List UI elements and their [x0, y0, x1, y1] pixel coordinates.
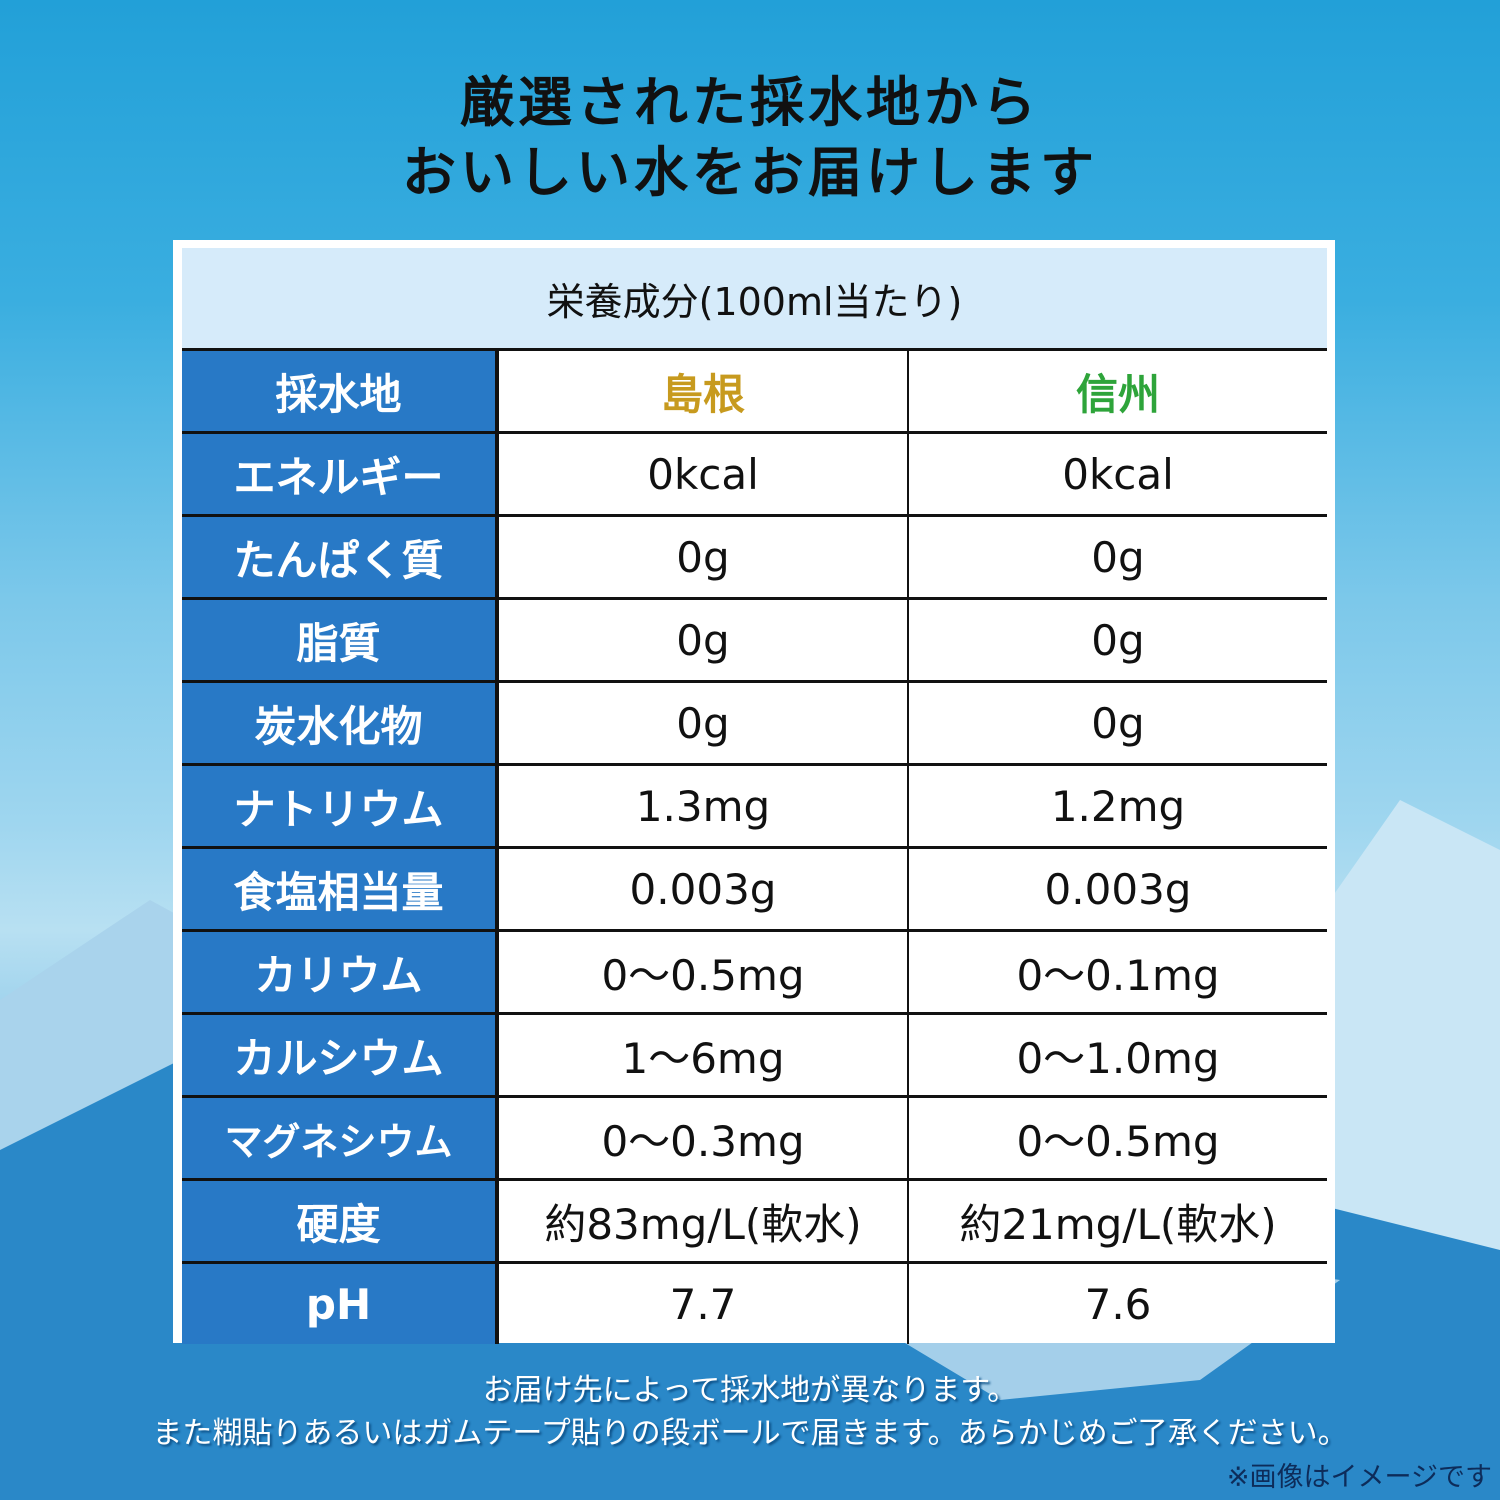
shimane-value: 0.003g: [497, 846, 909, 931]
nutrition-table-panel: 栄養成分(100ml当たり) 採水地 島根 信州 エネルギー 0kcal 0kcal…: [173, 240, 1335, 1344]
shinshu-value: 0〜0.1mg: [908, 929, 1327, 1014]
table-row: マグネシウム 0〜0.3mg 0〜0.5mg: [182, 1095, 1327, 1180]
shimane-value: 1〜6mg: [497, 1012, 909, 1097]
row-label: カリウム: [182, 929, 499, 1014]
table-header-row: 採水地 島根 信州: [182, 348, 1327, 433]
image-note: ※画像はイメージです: [1226, 1462, 1492, 1493]
table-row: 炭水化物 0g 0g: [182, 680, 1327, 765]
shinshu-value: 0g: [908, 680, 1327, 765]
row-label: 硬度: [182, 1178, 499, 1263]
table-row: カリウム 0〜0.5mg 0〜0.1mg: [182, 929, 1327, 1014]
shinshu-value: 0〜0.5mg: [908, 1095, 1327, 1180]
shimane-value: 0〜0.3mg: [497, 1095, 909, 1180]
row-label: 炭水化物: [182, 680, 499, 765]
table-row: pH 7.7 7.6: [182, 1261, 1327, 1344]
table-row: 食塩相当量 0.003g 0.003g: [182, 846, 1327, 931]
header-label: 採水地: [182, 348, 499, 433]
shinshu-value: 7.6: [908, 1261, 1327, 1344]
row-label: pH: [182, 1261, 499, 1344]
row-label: ナトリウム: [182, 763, 499, 848]
shimane-value: 7.7: [497, 1261, 909, 1344]
shimane-value: 1.3mg: [497, 763, 909, 848]
table-row: エネルギー 0kcal 0kcal: [182, 431, 1327, 516]
nutrition-table: 採水地 島根 信州 エネルギー 0kcal 0kcal たんぱく質 0g 0g 脂質 0g 0g…: [182, 348, 1327, 1344]
shinshu-value: 約21mg/L(軟水): [908, 1178, 1327, 1263]
shimane-value: 0kcal: [497, 431, 909, 516]
shinshu-value: 0g: [908, 514, 1327, 599]
shimane-value: 0〜0.5mg: [497, 929, 909, 1014]
shimane-value: 0g: [497, 597, 909, 682]
headline-line-2: おいしい水をお届けします: [402, 141, 1098, 204]
footer-line-1: お届け先によって採水地が異なります。: [482, 1373, 1018, 1408]
row-label: マグネシウム: [182, 1095, 499, 1180]
table-row: 脂質 0g 0g: [182, 597, 1327, 682]
table-row: 硬度 約83mg/L(軟水) 約21mg/L(軟水): [182, 1178, 1327, 1263]
shimane-value: 約83mg/L(軟水): [497, 1178, 909, 1263]
table-row: ナトリウム 1.3mg 1.2mg: [182, 763, 1327, 848]
shimane-value: 0g: [497, 680, 909, 765]
row-label: カルシウム: [182, 1012, 499, 1097]
header-shimane: 島根: [497, 348, 909, 433]
shimane-value: 0g: [497, 514, 909, 599]
row-label: 脂質: [182, 597, 499, 682]
shinshu-value: 1.2mg: [908, 763, 1327, 848]
row-label: エネルギー: [182, 431, 499, 516]
footer-line-2: また糊貼りあるいはガムテープ貼りの段ボールで届きます。あらかじめご了承ください。: [152, 1416, 1348, 1451]
row-label: 食塩相当量: [182, 846, 499, 931]
shinshu-value: 0g: [908, 597, 1327, 682]
shinshu-value: 0.003g: [908, 846, 1327, 931]
shinshu-value: 0〜1.0mg: [908, 1012, 1327, 1097]
table-caption: 栄養成分(100ml当たり): [182, 248, 1327, 348]
shinshu-value: 0kcal: [908, 431, 1327, 516]
table-row: たんぱく質 0g 0g: [182, 514, 1327, 599]
row-label: たんぱく質: [182, 514, 499, 599]
table-row: カルシウム 1〜6mg 0〜1.0mg: [182, 1012, 1327, 1097]
header-shinshu: 信州: [908, 348, 1327, 433]
headline-line-1: 厳選された採水地から: [460, 71, 1040, 134]
